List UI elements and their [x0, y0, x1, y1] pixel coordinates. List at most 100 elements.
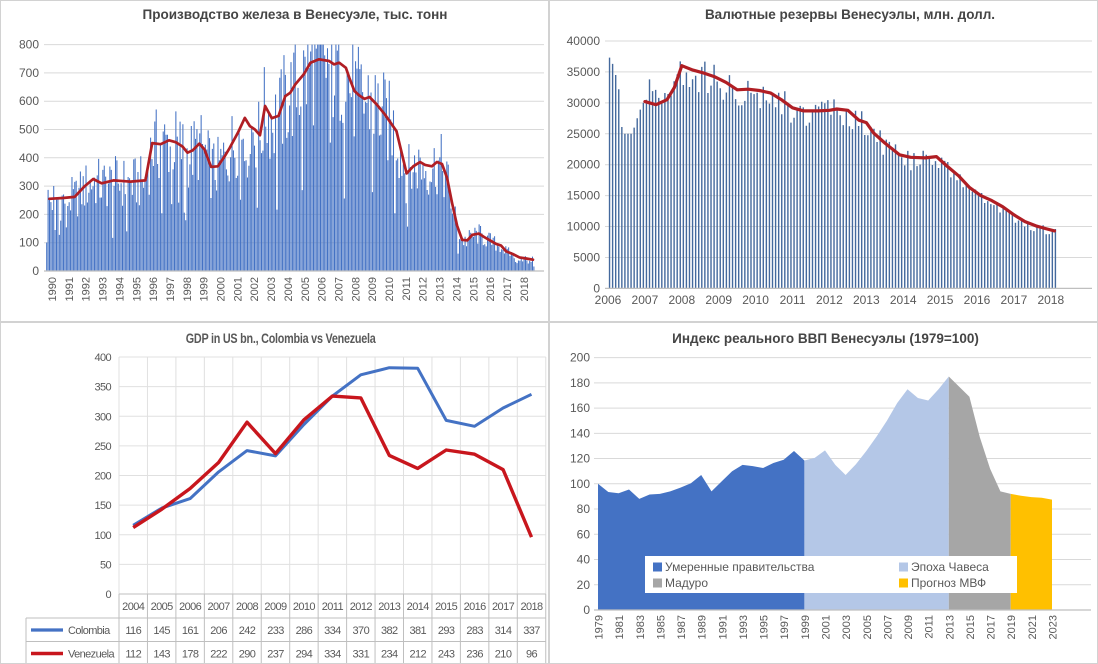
svg-text:2023: 2023 [1047, 615, 1059, 639]
svg-text:800: 800 [19, 38, 39, 52]
svg-text:2015: 2015 [927, 293, 954, 307]
svg-text:2011: 2011 [780, 293, 806, 307]
iron-trend-line [48, 57, 535, 262]
svg-text:350: 350 [94, 382, 111, 394]
svg-text:2011: 2011 [322, 601, 344, 613]
svg-text:80: 80 [577, 502, 591, 516]
svg-text:2008: 2008 [350, 277, 362, 301]
chart-title-real-gdp-index: Индекс реального ВВП Венесуэлы (1979=100… [672, 331, 979, 346]
legend: Умеренные правительства Эпоха Чавеса Мадур… [645, 556, 1017, 593]
area-segment [948, 376, 1011, 610]
panel-real-gdp-index: Индекс реального ВВП Венесуэлы (1979=100… [549, 322, 1098, 664]
svg-text:2008: 2008 [236, 601, 259, 613]
svg-text:2012: 2012 [816, 293, 843, 307]
svg-text:2009: 2009 [903, 615, 915, 639]
svg-text:2004: 2004 [283, 277, 295, 301]
svg-text:2013: 2013 [378, 601, 401, 613]
svg-text:120: 120 [570, 452, 590, 466]
svg-text:1979: 1979 [594, 615, 606, 639]
svg-text:2012: 2012 [350, 601, 373, 613]
svg-text:1990: 1990 [47, 277, 59, 301]
svg-text:2018: 2018 [520, 601, 543, 613]
svg-text:2014: 2014 [890, 293, 917, 307]
panel-iron-production: Производство железа в Венесуэле, тыс. то… [0, 0, 549, 322]
svg-text:2013: 2013 [853, 293, 880, 307]
svg-text:400: 400 [19, 151, 39, 165]
svg-text:Умеренные правительства: Умеренные правительства [665, 560, 815, 574]
x-axis-labels: 2006 2007 2008 2009 2010 2011 2012 2013 2014 2015… [595, 293, 1065, 307]
svg-text:2007: 2007 [333, 277, 345, 301]
svg-text:2017: 2017 [502, 277, 514, 301]
svg-text:96: 96 [526, 649, 538, 661]
svg-text:242: 242 [239, 625, 256, 637]
iron-monthly-bars [46, 44, 535, 271]
svg-text:2011: 2011 [924, 615, 936, 639]
svg-text:2006: 2006 [595, 293, 622, 307]
svg-text:2011: 2011 [401, 277, 413, 301]
svg-text:1997: 1997 [165, 277, 177, 301]
svg-text:1995: 1995 [131, 277, 143, 301]
svg-text:160: 160 [570, 401, 590, 415]
svg-text:250: 250 [94, 441, 111, 453]
legend-swatch [653, 578, 662, 588]
svg-text:1991: 1991 [64, 277, 76, 301]
svg-text:2017: 2017 [492, 601, 515, 613]
svg-text:2004: 2004 [122, 601, 145, 613]
svg-text:5000: 5000 [573, 250, 600, 264]
svg-text:2015: 2015 [965, 615, 977, 639]
svg-text:2018: 2018 [519, 277, 531, 301]
svg-text:382: 382 [381, 625, 398, 637]
svg-text:2014: 2014 [451, 277, 463, 301]
svg-text:210: 210 [495, 649, 512, 661]
y-axis-labels: 0 50 100 150 200 250 300 350 400 [94, 352, 112, 601]
svg-text:1993: 1993 [98, 277, 110, 301]
svg-text:370: 370 [353, 625, 370, 637]
svg-text:331: 331 [353, 649, 370, 661]
svg-text:212: 212 [409, 649, 426, 661]
svg-text:Colombia: Colombia [68, 625, 111, 637]
svg-text:2008: 2008 [668, 293, 695, 307]
svg-text:2007: 2007 [882, 615, 894, 639]
svg-text:286: 286 [296, 625, 313, 637]
svg-text:300: 300 [19, 179, 39, 193]
svg-text:100: 100 [570, 477, 590, 491]
svg-text:1996: 1996 [148, 277, 160, 301]
svg-text:294: 294 [296, 649, 313, 661]
gdp-title-text: GDP in US bn., Colombia vs Venezuela [186, 331, 376, 346]
chart-title-currency-reserves: Валютные резервы Венесуэлы, млн. долл. [704, 7, 996, 22]
svg-text:381: 381 [409, 625, 426, 637]
svg-text:2005: 2005 [300, 277, 312, 301]
svg-text:2012: 2012 [418, 277, 430, 301]
svg-text:2014: 2014 [407, 601, 430, 613]
svg-text:2009: 2009 [705, 293, 732, 307]
svg-text:206: 206 [210, 625, 227, 637]
svg-text:300: 300 [94, 411, 111, 423]
svg-text:222: 222 [210, 649, 227, 661]
svg-text:Прогноз МВФ: Прогноз МВФ [911, 576, 986, 590]
svg-text:2017: 2017 [986, 615, 998, 639]
svg-text:200: 200 [19, 207, 39, 221]
svg-text:400: 400 [94, 352, 111, 364]
svg-text:2007: 2007 [208, 601, 231, 613]
svg-text:337: 337 [523, 625, 540, 637]
svg-text:Venezuela: Venezuela [68, 649, 115, 661]
svg-text:2006: 2006 [317, 277, 329, 301]
svg-text:2019: 2019 [1006, 615, 1018, 639]
svg-text:234: 234 [381, 649, 398, 661]
svg-text:236: 236 [466, 649, 483, 661]
svg-text:1993: 1993 [738, 615, 750, 639]
svg-text:2021: 2021 [1027, 615, 1039, 639]
panel-gdp-comparison: GDP in US bn., Colombia vs Venezuela 0 50… [0, 322, 549, 664]
svg-text:1994: 1994 [114, 277, 126, 301]
svg-text:2010: 2010 [384, 277, 396, 301]
svg-text:1999: 1999 [199, 277, 211, 301]
svg-text:2002: 2002 [249, 277, 261, 301]
legend-swatch [899, 578, 908, 588]
svg-text:0: 0 [593, 281, 600, 295]
svg-text:2017: 2017 [1001, 293, 1028, 307]
reserves-trend-line [643, 64, 1057, 233]
svg-text:2001: 2001 [820, 615, 832, 639]
svg-text:233: 233 [267, 625, 284, 637]
